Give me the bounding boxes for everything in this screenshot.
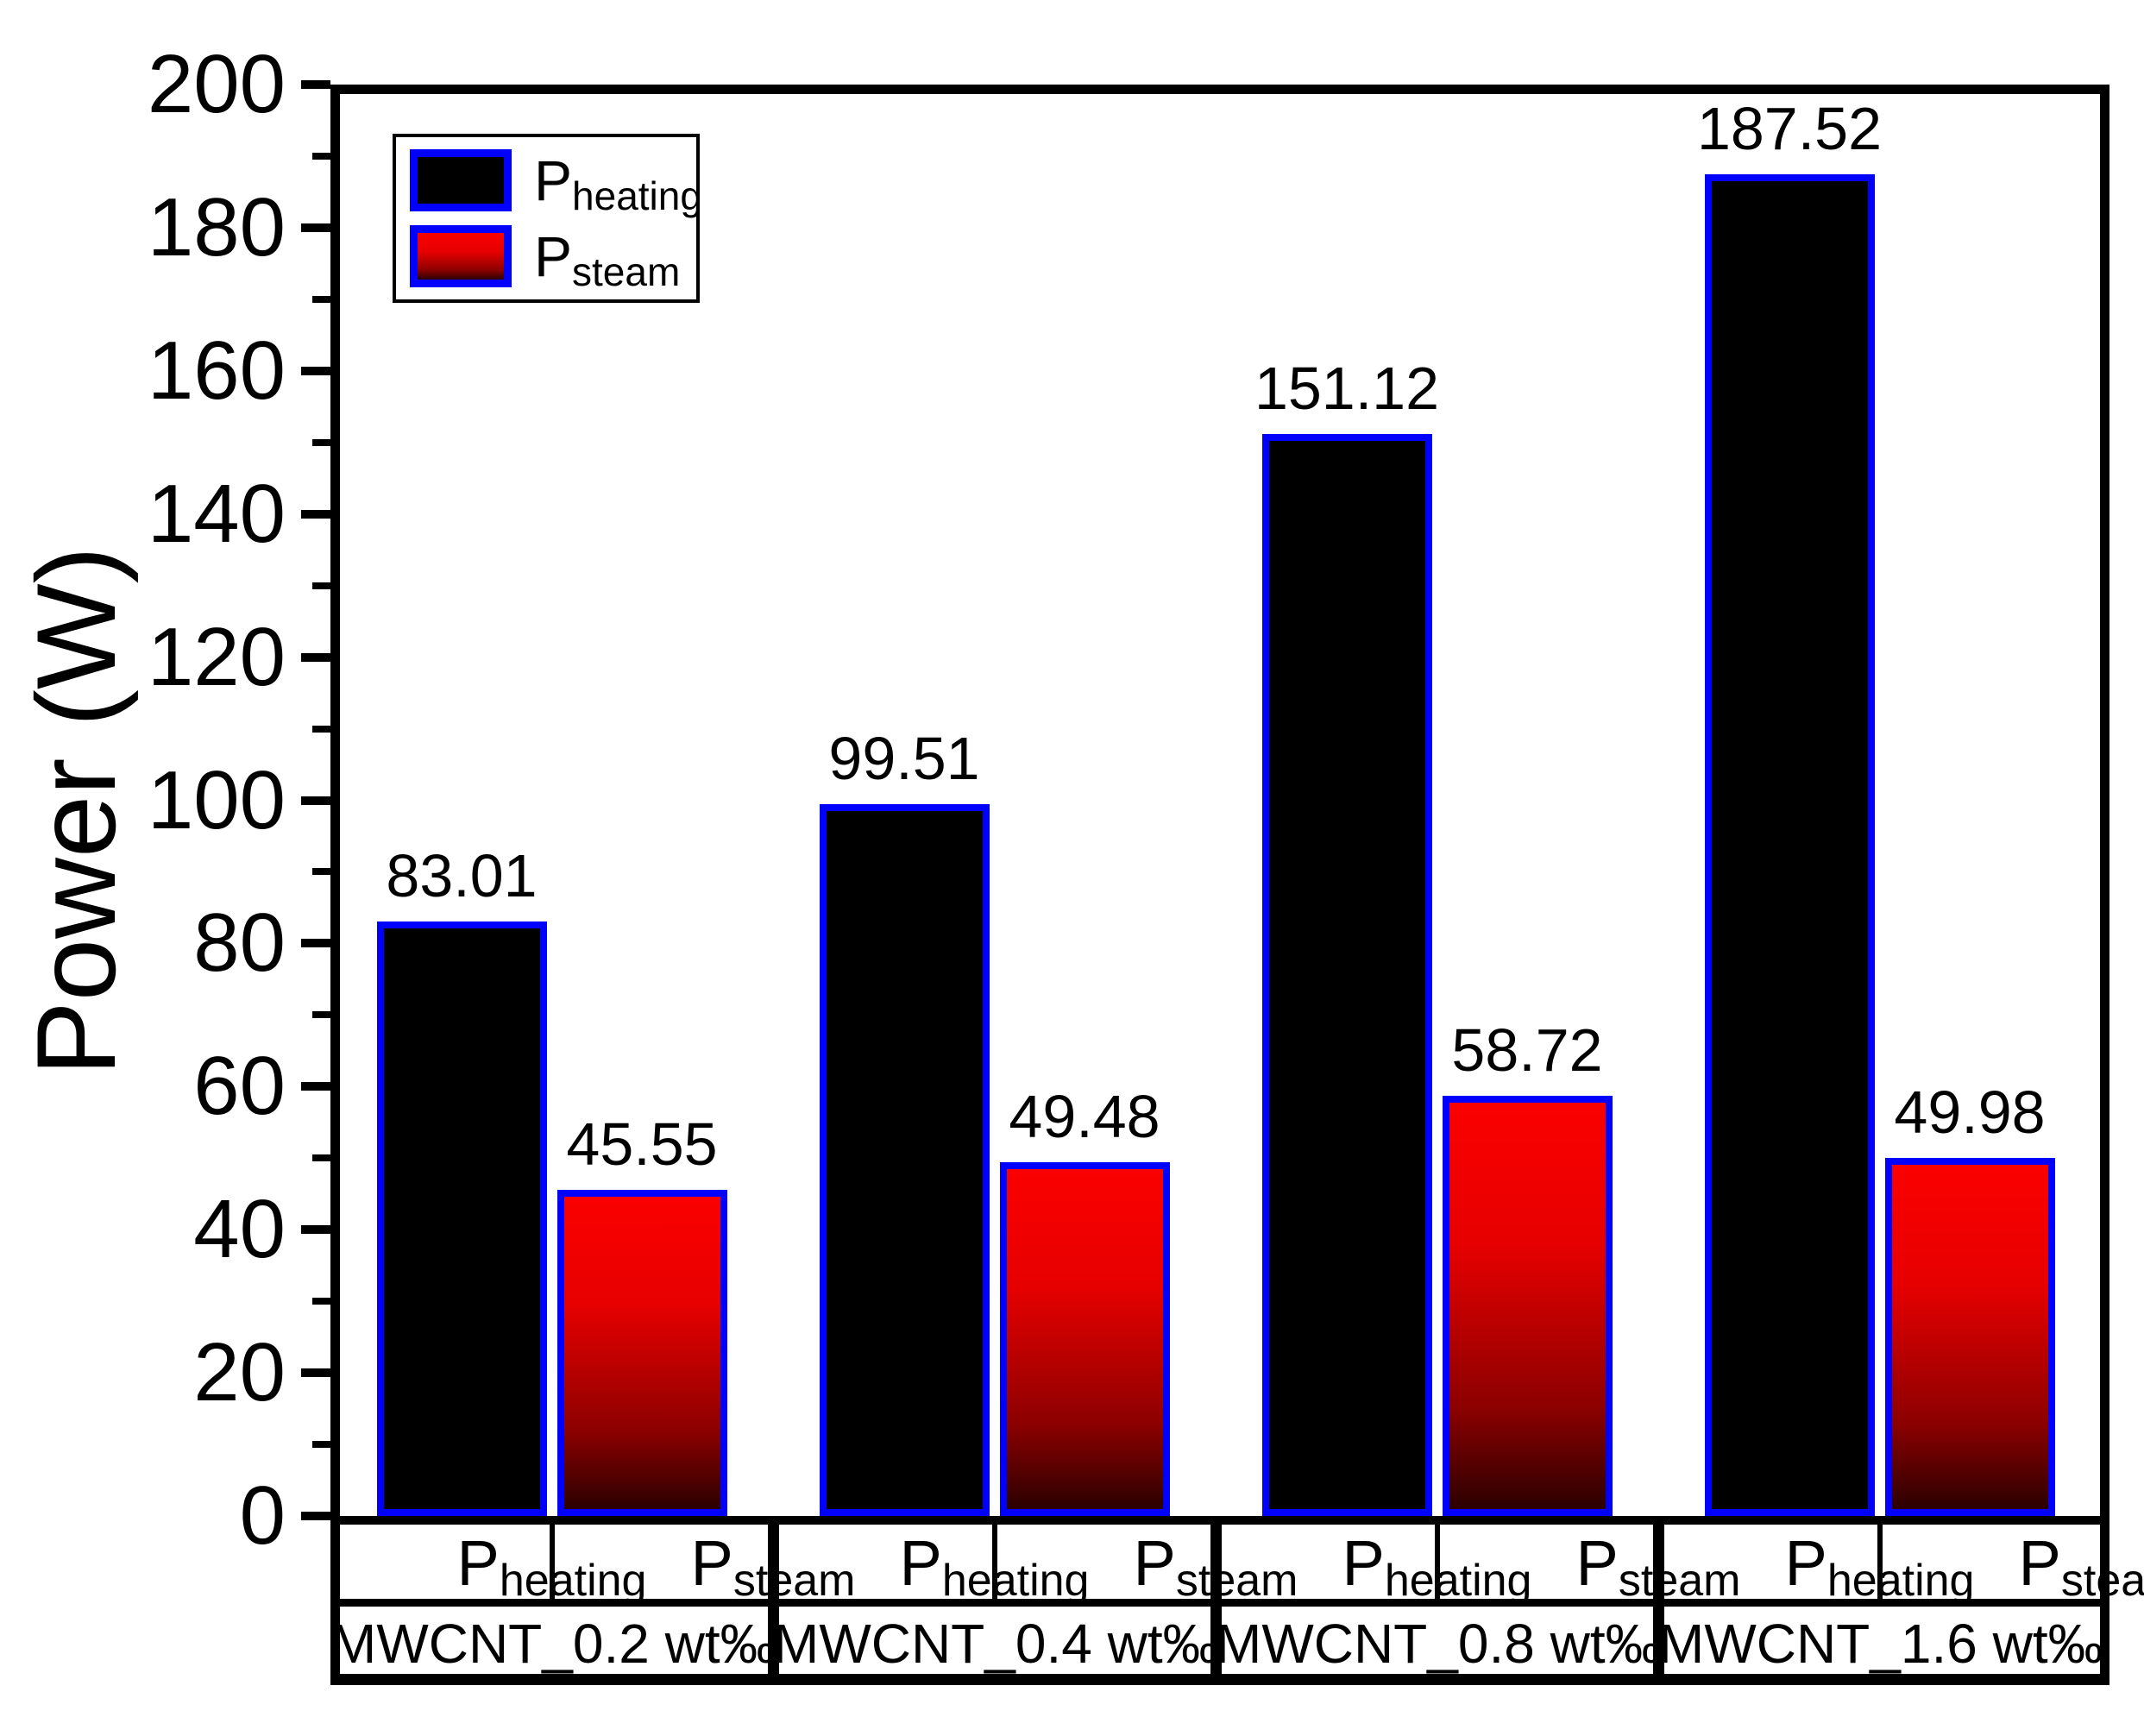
y-major-tick xyxy=(301,1225,330,1235)
group-separator-line xyxy=(1652,1516,1664,1685)
y-tick-label: 0 xyxy=(239,1469,286,1562)
y-minor-tick xyxy=(312,1298,330,1305)
y-tick-label: 80 xyxy=(193,896,286,990)
y-major-tick xyxy=(301,80,330,89)
y-major-tick xyxy=(301,223,330,232)
table-cell-group-label: MWCNT_0.8 wt‰ xyxy=(1216,1613,1661,1675)
series-symbol: P xyxy=(1575,1527,1619,1599)
series-symbol: P xyxy=(2018,1527,2061,1599)
table-cell-series-label: Psteam xyxy=(995,1532,1437,1604)
legend-label-main: P xyxy=(534,148,573,212)
table-cell-series-label: Pheating xyxy=(773,1532,1216,1604)
y-minor-tick xyxy=(312,1441,330,1449)
series-symbol: P xyxy=(690,1527,733,1599)
plot-frame-top xyxy=(330,85,2109,94)
bar-heating xyxy=(376,921,547,1516)
series-subscript: steam xyxy=(732,1556,856,1607)
table-cell-series-label: Pheating xyxy=(1216,1532,1658,1604)
bar-heating xyxy=(1261,434,1432,1516)
series-subscript: heating xyxy=(499,1556,647,1607)
y-tick-label: 120 xyxy=(147,610,286,703)
series-symbol: P xyxy=(1133,1527,1176,1599)
series-symbol: P xyxy=(899,1527,942,1599)
cell-separator-line xyxy=(549,1516,555,1599)
y-tick-label: 100 xyxy=(147,753,286,846)
group-separator-line xyxy=(767,1516,779,1685)
series-subscript: heating xyxy=(941,1556,1090,1607)
bar-steam xyxy=(999,1161,1170,1516)
cell-separator-line xyxy=(1434,1516,1440,1599)
cell-separator-line xyxy=(1877,1516,1883,1599)
y-major-tick xyxy=(301,939,330,948)
table-cell-series-label: Psteam xyxy=(1880,1532,2144,1604)
y-minor-tick xyxy=(312,868,330,876)
y-major-tick xyxy=(301,366,330,375)
table-cell-group-label: MWCNT_0.4 wt‰ xyxy=(773,1613,1218,1675)
bar-steam xyxy=(1884,1158,2055,1516)
series-subscript: steam xyxy=(2060,1556,2144,1607)
y-major-tick xyxy=(301,1512,330,1520)
steam-swatch-icon xyxy=(410,225,512,287)
legend: Pheating Psteam xyxy=(393,134,702,303)
bar-value-label: 187.52 xyxy=(1696,94,1883,162)
group-separator-line xyxy=(1210,1516,1222,1685)
y-tick-label: 160 xyxy=(147,324,286,417)
legend-label-main: P xyxy=(534,224,573,288)
y-major-tick xyxy=(301,796,330,805)
legend-label-steam: Psteam xyxy=(534,228,680,292)
y-major-tick xyxy=(301,509,330,519)
y-minor-tick xyxy=(312,438,330,446)
y-tick-label: 40 xyxy=(193,1183,286,1276)
table-cell-group-label: MWCNT_1.6 wt‰ xyxy=(1658,1613,2103,1675)
bar-value-label: 45.55 xyxy=(566,1110,718,1179)
legend-label-heating: Pheating xyxy=(534,152,702,216)
series-symbol: P xyxy=(1784,1527,1827,1599)
bar-value-label: 151.12 xyxy=(1254,355,1440,423)
bar-steam xyxy=(556,1190,727,1516)
legend-label-sub: steam xyxy=(572,249,681,295)
y-tick-label: 200 xyxy=(147,38,286,130)
y-tick-label: 60 xyxy=(193,1040,286,1133)
bar-value-label: 83.01 xyxy=(386,842,538,910)
series-subscript: steam xyxy=(1618,1556,1741,1607)
bar-value-label: 99.51 xyxy=(828,724,980,792)
y-minor-tick xyxy=(312,582,330,589)
y-major-tick xyxy=(301,652,330,662)
y-minor-tick xyxy=(312,725,330,733)
y-tick-label: 180 xyxy=(147,180,286,274)
series-subscript: heating xyxy=(1826,1556,1975,1607)
bar-value-label: 58.72 xyxy=(1451,1016,1603,1084)
table-cell-series-label: Psteam xyxy=(1437,1532,1880,1604)
series-symbol: P xyxy=(1342,1527,1385,1599)
bar-value-label: 49.48 xyxy=(1009,1082,1160,1150)
y-major-tick xyxy=(301,1368,330,1378)
bar-heating xyxy=(819,803,990,1516)
cell-separator-line xyxy=(991,1516,997,1599)
table-cell-series-label: Pheating xyxy=(330,1532,773,1604)
table-cell-group-label: MWCNT_0.2 wt‰ xyxy=(330,1613,776,1675)
heating-swatch-icon xyxy=(410,149,512,211)
y-minor-tick xyxy=(312,152,330,160)
y-axis-line xyxy=(330,85,340,1685)
legend-label-sub: heating xyxy=(572,173,702,219)
y-minor-tick xyxy=(312,1154,330,1162)
series-subscript: steam xyxy=(1175,1556,1298,1607)
y-minor-tick xyxy=(312,1011,330,1019)
y-major-tick xyxy=(301,1082,330,1091)
y-tick-label: 20 xyxy=(193,1326,286,1419)
bar-heating xyxy=(1704,173,1875,1516)
table-cell-series-label: Psteam xyxy=(552,1532,995,1604)
bar-steam xyxy=(1442,1095,1613,1516)
legend-entry-heating: Pheating xyxy=(410,148,702,216)
legend-entry-steam: Psteam xyxy=(410,223,680,292)
series-subscript: heating xyxy=(1384,1556,1532,1607)
y-minor-tick xyxy=(312,295,330,303)
series-symbol: P xyxy=(456,1527,500,1599)
bar-value-label: 49.98 xyxy=(1894,1079,2046,1147)
y-tick-label: 140 xyxy=(147,467,286,560)
table-cell-series-label: Pheating xyxy=(1658,1532,2101,1604)
plot-frame-right xyxy=(2100,85,2109,1685)
